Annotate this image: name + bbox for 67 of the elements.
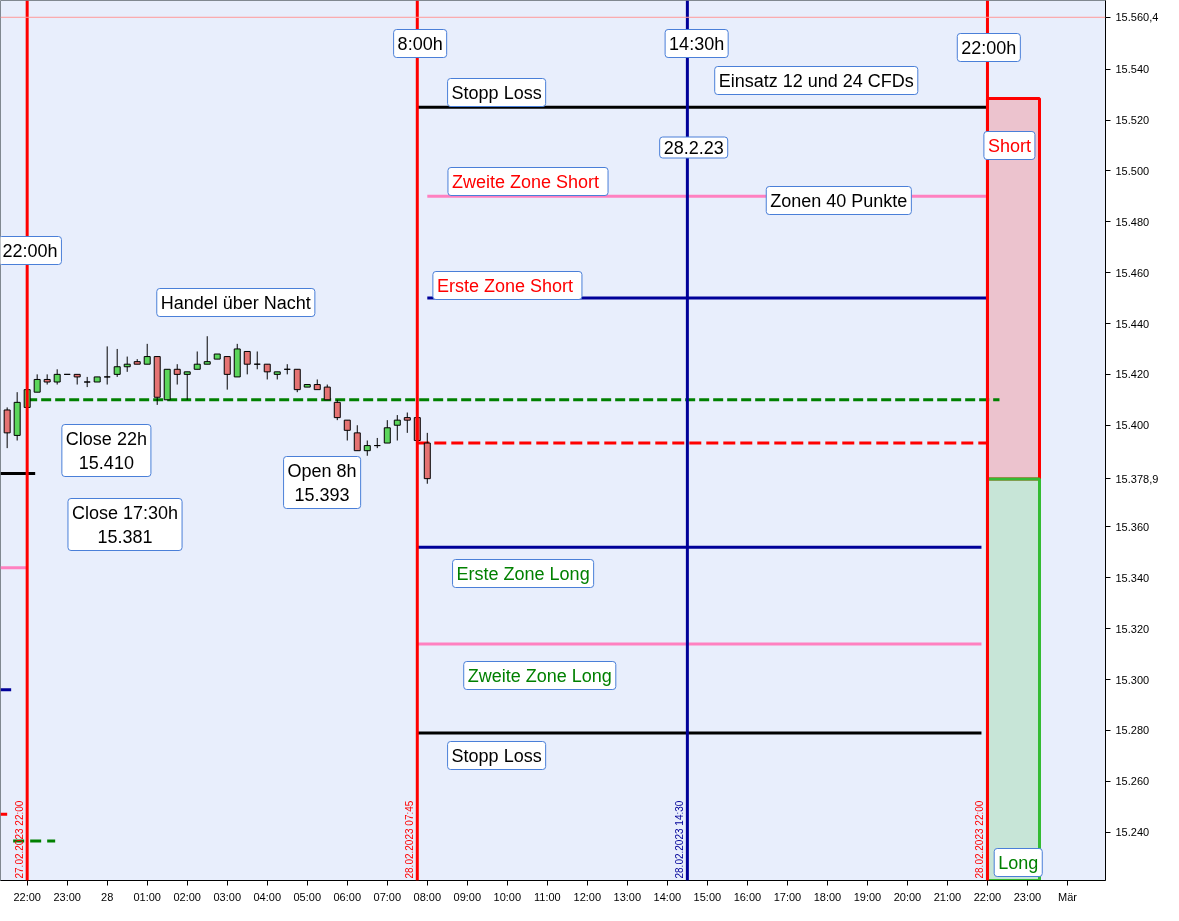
x-tick-label: 17:00	[773, 890, 802, 903]
x-tick-label: 28	[101, 890, 114, 903]
y-tick-label: 15.500	[1115, 164, 1150, 177]
annotation: Zweite Zone Long	[467, 665, 612, 686]
annotation: Zonen 40 Punkte	[770, 190, 908, 211]
x-tick-label: 18:00	[813, 890, 842, 903]
y-tick-label: 15.420	[1115, 368, 1150, 381]
annotation: Long	[998, 852, 1039, 873]
y-tick-label: 15.560,4	[1115, 11, 1159, 24]
x-tick-label: 02:00	[173, 890, 201, 903]
annotation: Erste Zone Short	[436, 275, 573, 296]
annotation: Erste Zone Long	[456, 563, 590, 584]
x-tick-label: 05:00	[293, 890, 322, 903]
x-tick-label: 15:00	[693, 890, 722, 903]
y-tick-label: 15.440	[1115, 317, 1150, 330]
y-tick-label: 15.300	[1115, 673, 1150, 686]
x-tick-label: 11:00	[533, 890, 561, 903]
annotation: Close 17:30h 15.381	[71, 502, 179, 547]
y-tick-label: 15.340	[1115, 571, 1150, 584]
y-tick-label: 15.280	[1115, 724, 1150, 737]
y-tick-label: 15.240	[1115, 826, 1150, 839]
x-tick-label: 21:00	[933, 890, 962, 903]
annotation: 8:00h	[397, 33, 443, 54]
annotation: 22:00h	[2, 240, 58, 261]
x-tick-label: 01:00	[133, 890, 161, 903]
annotation: Einsatz 12 und 24 CFDs	[718, 70, 914, 91]
ref-line-label: 28.02.2023 07:45	[404, 800, 416, 879]
ref-line-label: 27.02.2023 22:00	[14, 800, 26, 879]
y-tick-label: 15.360	[1115, 520, 1150, 533]
x-tick-label: 09:00	[453, 890, 482, 903]
x-tick-label: 23:00	[1013, 890, 1042, 903]
annotation: Stopp Loss	[451, 745, 542, 766]
x-tick-label: 20:00	[893, 890, 922, 903]
x-tick-label: 10:00	[493, 890, 522, 903]
x-tick-label: 19:00	[853, 890, 882, 903]
x-tick-label: 04:00	[253, 890, 282, 903]
y-tick-label: 15.378,9	[1115, 472, 1159, 485]
y-tick-label: 15.480	[1115, 215, 1150, 228]
x-tick-label: 22:00	[973, 890, 1002, 903]
x-tick-label: 22:00	[13, 890, 41, 903]
y-tick-label: 15.400	[1115, 419, 1150, 432]
annotation: 22:00h	[961, 37, 1017, 58]
x-tick-label: 13:00	[613, 890, 642, 903]
annotation: Zweite Zone Short	[451, 171, 600, 192]
x-tick-label: 12:00	[573, 890, 602, 903]
x-tick-label: 08:00	[413, 890, 442, 903]
y-tick-label: 15.540	[1115, 63, 1150, 76]
annotation: Open 8h 15.393	[287, 460, 357, 505]
x-tick-label: 16:00	[733, 890, 762, 903]
x-tick-label: 14:00	[653, 890, 682, 903]
annotation: 28.2.23	[663, 138, 724, 158]
y-tick-label: 15.320	[1115, 622, 1150, 635]
x-tick-label: 06:00	[333, 890, 362, 903]
y-tick-label: 15.460	[1115, 266, 1150, 279]
ref-line-label: 28.02.2023 14:30	[674, 800, 686, 879]
x-tick-label: 07:00	[373, 890, 402, 903]
y-tick-label: 15.520	[1115, 114, 1150, 127]
annotation: Short	[987, 135, 1031, 156]
x-tick-label: 23:00	[53, 890, 81, 903]
annotation: Stopp Loss	[451, 82, 542, 103]
y-tick-label: 15.260	[1115, 775, 1150, 788]
x-tick-label: 03:00	[213, 890, 241, 903]
annotation: Close 22h 15.410	[65, 428, 147, 473]
ref-line-label: 28.02.2023 22:00	[974, 800, 986, 879]
annotation: 14:30h	[669, 33, 725, 54]
annotation: Handel über Nacht	[160, 292, 311, 313]
x-tick-label: Mär	[1058, 890, 1078, 903]
